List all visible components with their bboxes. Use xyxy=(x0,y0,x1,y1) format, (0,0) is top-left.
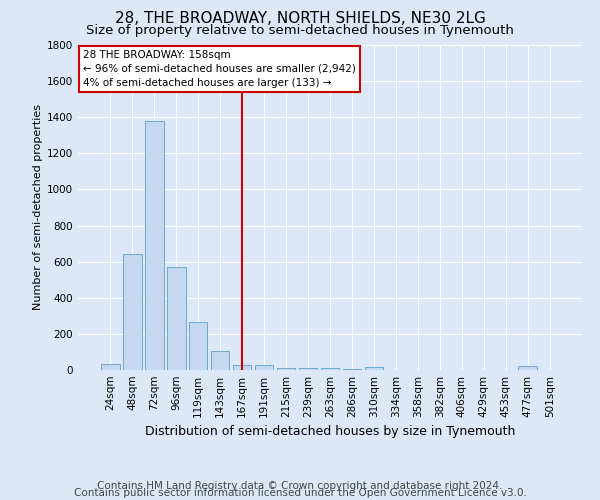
Bar xyxy=(277,368,295,370)
Bar xyxy=(233,364,251,370)
Text: 28 THE BROADWAY: 158sqm
← 96% of semi-detached houses are smaller (2,942)
4% of : 28 THE BROADWAY: 158sqm ← 96% of semi-de… xyxy=(83,50,356,88)
Bar xyxy=(145,121,164,370)
Text: 28, THE BROADWAY, NORTH SHIELDS, NE30 2LG: 28, THE BROADWAY, NORTH SHIELDS, NE30 2L… xyxy=(115,11,485,26)
Bar xyxy=(211,351,229,370)
Bar xyxy=(123,254,142,370)
Bar xyxy=(343,369,361,370)
Bar xyxy=(189,322,208,370)
Bar xyxy=(299,368,317,370)
X-axis label: Distribution of semi-detached houses by size in Tynemouth: Distribution of semi-detached houses by … xyxy=(145,426,515,438)
Bar xyxy=(101,364,119,370)
Text: Contains HM Land Registry data © Crown copyright and database right 2024.: Contains HM Land Registry data © Crown c… xyxy=(97,481,503,491)
Y-axis label: Number of semi-detached properties: Number of semi-detached properties xyxy=(33,104,43,310)
Bar xyxy=(518,366,537,370)
Bar xyxy=(167,267,185,370)
Text: Size of property relative to semi-detached houses in Tynemouth: Size of property relative to semi-detach… xyxy=(86,24,514,37)
Text: Contains public sector information licensed under the Open Government Licence v3: Contains public sector information licen… xyxy=(74,488,526,498)
Bar xyxy=(365,368,383,370)
Bar xyxy=(320,368,340,370)
Bar xyxy=(255,366,274,370)
